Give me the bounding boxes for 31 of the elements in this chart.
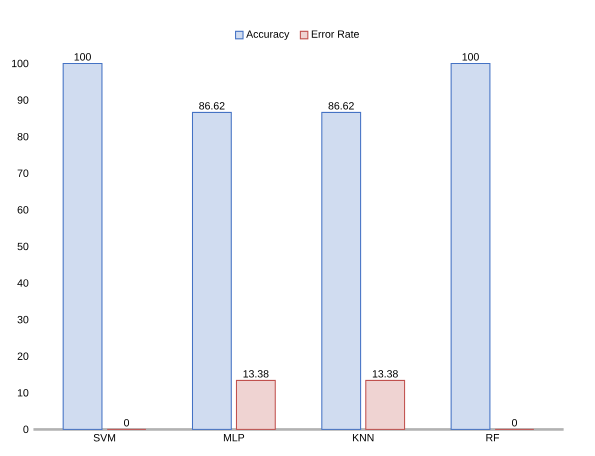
y-tick-label: 0 bbox=[23, 426, 28, 434]
data-label: 86.62 bbox=[328, 102, 354, 110]
bar bbox=[450, 63, 490, 430]
data-label: 86.62 bbox=[199, 102, 224, 110]
y-tick-label: 30 bbox=[18, 316, 28, 324]
y-tick-label: 50 bbox=[18, 242, 28, 250]
y-tick-label: 80 bbox=[18, 133, 28, 141]
data-label: 100 bbox=[74, 53, 91, 61]
y-tick-label: 100 bbox=[12, 60, 28, 68]
bar bbox=[365, 380, 406, 430]
x-tick-label: SVM bbox=[94, 434, 116, 442]
y-tick-label: 70 bbox=[18, 170, 28, 178]
bar bbox=[192, 112, 232, 430]
bar bbox=[62, 63, 102, 430]
bar bbox=[236, 380, 276, 430]
x-tick-label: RF bbox=[486, 434, 500, 442]
legend-label: Error Rate bbox=[312, 30, 359, 38]
data-label: 0 bbox=[512, 419, 518, 427]
x-tick-label: MLP bbox=[224, 434, 244, 442]
data-label: 100 bbox=[462, 53, 479, 61]
data-label: 13.38 bbox=[372, 370, 398, 378]
legend-label: Accuracy bbox=[246, 30, 290, 40]
y-tick-label: 60 bbox=[18, 206, 28, 214]
y-tick-label: 20 bbox=[18, 352, 28, 360]
y-tick-label: 90 bbox=[18, 96, 28, 104]
y-tick-label: 10 bbox=[18, 389, 28, 397]
data-label: 0 bbox=[124, 419, 130, 427]
bar bbox=[321, 112, 362, 430]
data-label: 13.38 bbox=[244, 370, 269, 378]
y-tick-label: 40 bbox=[17, 280, 28, 287]
x-tick-label: KNN bbox=[352, 434, 374, 442]
